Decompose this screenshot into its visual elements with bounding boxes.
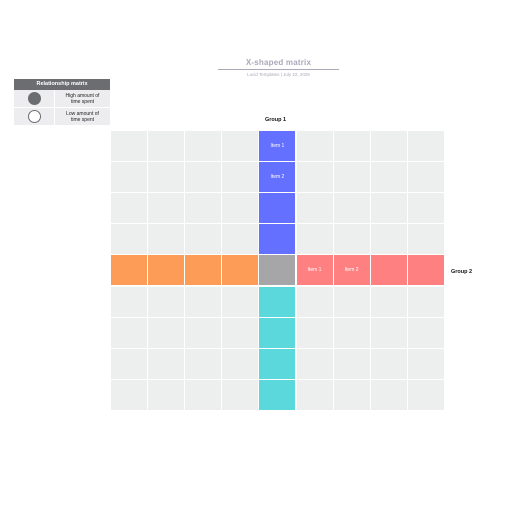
group-1-label: Group 1: [265, 117, 287, 123]
matrix-cell: [185, 379, 222, 410]
matrix-cell: [111, 162, 147, 193]
matrix-cell: [296, 286, 333, 317]
group-2-cell: Item 2: [333, 255, 370, 286]
legend-row-high: High amount of time spent: [14, 90, 110, 108]
matrix-cell: [222, 317, 259, 348]
bottom-arm-cell: [259, 348, 296, 379]
matrix-cell: [222, 131, 259, 161]
left-arm-cell: [148, 255, 185, 286]
matrix-cell: [222, 286, 259, 317]
matrix-cell: [185, 193, 222, 224]
legend-label-high: High amount of time spent: [65, 92, 100, 105]
empty-circle-icon: [27, 110, 41, 123]
group-1-cell: [259, 193, 296, 224]
matrix-cell: [296, 379, 333, 410]
matrix-cell: [111, 348, 147, 379]
matrix-cell: [222, 379, 259, 410]
matrix-cell: [333, 317, 370, 348]
legend-label-low: Low amount of time spent: [66, 110, 99, 123]
matrix-cell: [370, 224, 407, 255]
matrix-cell: [333, 379, 370, 410]
bottom-arm-cell: [259, 317, 296, 348]
legend-box: Relationship matrix High amount of time …: [14, 79, 110, 126]
matrix-cell: [148, 379, 185, 410]
group-2-cell: [407, 255, 444, 286]
left-arm-cell: [111, 255, 147, 286]
bottom-arm-cell: [259, 286, 296, 317]
matrix-cell: [185, 224, 222, 255]
matrix-cell: [296, 317, 333, 348]
matrix-cell: [407, 379, 444, 410]
group-1-cell: Item 2: [259, 162, 296, 193]
matrix-cell: [111, 317, 147, 348]
matrix-cell: [296, 162, 333, 193]
matrix-cell: [148, 131, 185, 161]
matrix-cell: [148, 348, 185, 379]
matrix-cell: [333, 348, 370, 379]
matrix-cell: [148, 162, 185, 193]
matrix-cell: [111, 379, 147, 410]
matrix-cell: [222, 224, 259, 255]
matrix-cell: [222, 162, 259, 193]
matrix-cell: [370, 317, 407, 348]
matrix-cell: [185, 162, 222, 193]
matrix-cell: [222, 348, 259, 379]
matrix-cell: [407, 317, 444, 348]
matrix-cell: [185, 317, 222, 348]
matrix-cell: [185, 131, 222, 161]
matrix-cell: [185, 348, 222, 379]
matrix-cell: [407, 193, 444, 224]
matrix-cell: [370, 162, 407, 193]
matrix-cell: [407, 224, 444, 255]
matrix-cell: [407, 286, 444, 317]
left-arm-cell: [222, 255, 259, 286]
legend-title: Relationship matrix: [14, 79, 110, 90]
matrix-cell: [407, 348, 444, 379]
matrix-cell: [333, 131, 370, 161]
matrix-cell: [407, 162, 444, 193]
matrix-cell: [296, 193, 333, 224]
legend-row-low: Low amount of time spent: [14, 108, 110, 126]
matrix-cell: [333, 224, 370, 255]
matrix-cell: [148, 193, 185, 224]
group-2-cell: [370, 255, 407, 286]
group-1-cell: Item 1: [259, 131, 296, 161]
filled-circle-icon: [27, 92, 41, 105]
title-divider: [218, 69, 339, 70]
matrix-cell: [148, 317, 185, 348]
matrix-cell: [370, 131, 407, 161]
page-title: X-shaped matrix: [245, 58, 312, 67]
matrix-center-cell: [259, 255, 296, 286]
matrix-cell: [296, 131, 333, 161]
left-arm-cell: [185, 255, 222, 286]
matrix-cell: [333, 162, 370, 193]
matrix-cell: [111, 193, 147, 224]
matrix-cell: [333, 193, 370, 224]
group-1-cell: [259, 224, 296, 255]
group-2-cell: Item 1: [296, 255, 333, 286]
matrix-cell: [296, 224, 333, 255]
page-subtitle: Lucid Templates | July 22, 2025: [247, 72, 310, 77]
matrix-cell: [296, 348, 333, 379]
matrix-cell: [148, 286, 185, 317]
matrix-cell: [222, 193, 259, 224]
matrix-cell: [370, 193, 407, 224]
matrix-cell: [370, 348, 407, 379]
matrix-cell: [370, 379, 407, 410]
matrix-cell: [407, 131, 444, 161]
matrix-cell: [148, 224, 185, 255]
matrix-cell: [111, 224, 147, 255]
matrix-cell: [370, 286, 407, 317]
bottom-arm-cell: [259, 379, 296, 410]
matrix-cell: [111, 286, 147, 317]
matrix-cell: [333, 286, 370, 317]
group-2-label: Group 2: [451, 269, 473, 275]
matrix-cell: [111, 131, 147, 161]
matrix-cell: [185, 286, 222, 317]
